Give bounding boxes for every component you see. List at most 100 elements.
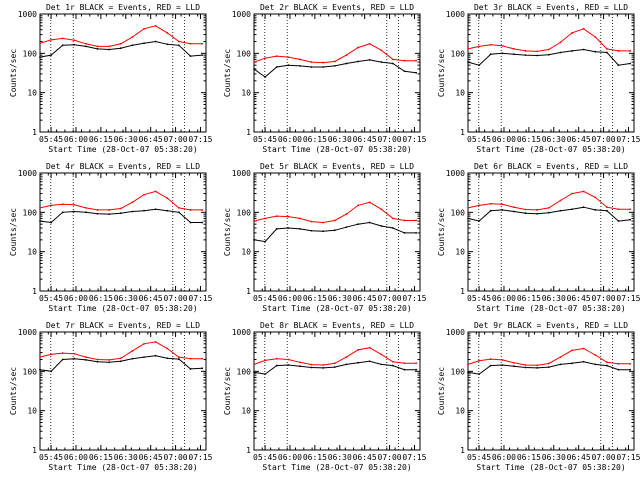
x-tick-label: 06:45 bbox=[139, 135, 163, 144]
events-data-point bbox=[629, 368, 632, 371]
lld-data-point bbox=[617, 50, 620, 52]
events-data-point bbox=[605, 209, 608, 212]
lld-data-point bbox=[275, 55, 278, 58]
events-data-point bbox=[264, 240, 266, 243]
events-data-point bbox=[201, 367, 204, 370]
x-tick-label: 05:45 bbox=[39, 135, 63, 144]
detector-panel-6: Det 6r BLACK = Events, RED = LLD 1 10 100 10… bbox=[437, 162, 640, 313]
lld-data-point bbox=[536, 50, 539, 53]
lld-data-point bbox=[391, 360, 394, 363]
lld-data-point bbox=[559, 41, 562, 44]
lld-series-line bbox=[253, 43, 417, 64]
events-data-point bbox=[357, 60, 359, 63]
lld-series-line bbox=[39, 190, 203, 211]
events-data-point bbox=[287, 364, 290, 366]
lld-data-point bbox=[96, 209, 99, 211]
x-tick-label: 07:00 bbox=[378, 135, 402, 144]
events-data-point bbox=[345, 226, 348, 229]
detector-panel-8: Det 8r BLACK = Events, RED = LLD 1 10 100 10… bbox=[223, 321, 427, 472]
lld-data-point bbox=[85, 356, 87, 359]
events-data-point bbox=[391, 364, 394, 367]
lld-data-point bbox=[287, 56, 290, 59]
events-data-point bbox=[501, 52, 504, 55]
lld-data-point bbox=[299, 58, 301, 61]
x-axis-label: Start Time (28-Oct-07 05:38:20) bbox=[476, 463, 625, 472]
lld-data-point bbox=[322, 61, 325, 64]
events-data-point bbox=[275, 227, 278, 230]
lld-data-point bbox=[368, 42, 371, 45]
y-tick-label: 1 bbox=[460, 128, 465, 137]
events-data-point bbox=[299, 64, 301, 67]
y-tick-label: 100 bbox=[23, 49, 38, 58]
events-data-point bbox=[310, 66, 313, 68]
lld-data-point bbox=[536, 364, 539, 367]
x-tick-label: 05:45 bbox=[467, 294, 491, 303]
lld-data-point bbox=[489, 358, 492, 360]
events-data-point bbox=[501, 364, 504, 366]
events-series-line bbox=[253, 59, 417, 78]
y-tick-label: 1 bbox=[32, 128, 37, 137]
lld-data-point bbox=[253, 220, 255, 222]
events-data-point bbox=[403, 231, 406, 234]
y-tick-label: 100 bbox=[23, 367, 38, 376]
x-tick-label: 06:30 bbox=[542, 453, 566, 462]
lld-data-point bbox=[617, 362, 620, 365]
lld-data-point bbox=[154, 24, 157, 27]
lld-data-point bbox=[61, 352, 64, 355]
lld-data-point bbox=[39, 356, 41, 359]
lld-data-point bbox=[403, 362, 406, 365]
lld-data-point bbox=[582, 27, 585, 30]
x-tick-label: 06:15 bbox=[303, 135, 327, 144]
lld-data-point bbox=[415, 59, 418, 62]
events-data-point bbox=[524, 212, 527, 215]
lld-data-point bbox=[467, 363, 469, 366]
lld-data-point bbox=[391, 58, 394, 61]
x-tick-label: 06:45 bbox=[353, 453, 377, 462]
lld-data-point bbox=[368, 201, 371, 204]
lld-data-point bbox=[559, 356, 562, 359]
lld-data-point bbox=[524, 50, 527, 52]
events-series-line bbox=[467, 206, 631, 222]
y-tick-label: 1 bbox=[460, 446, 465, 455]
lld-data-point bbox=[310, 220, 313, 223]
lld-data-point bbox=[524, 208, 527, 211]
x-tick-label: 05:45 bbox=[467, 453, 491, 462]
events-data-point bbox=[201, 221, 204, 224]
events-data-point bbox=[478, 220, 480, 222]
events-data-point bbox=[143, 356, 145, 359]
x-tick-label: 05:45 bbox=[253, 453, 277, 462]
lld-data-point bbox=[201, 42, 204, 45]
y-axis-label: Counts/sec bbox=[223, 49, 232, 97]
events-data-point bbox=[322, 230, 325, 233]
lld-data-point bbox=[380, 353, 383, 356]
events-series-line bbox=[39, 208, 203, 224]
x-tick-label: 06:15 bbox=[89, 453, 113, 462]
events-data-point bbox=[177, 358, 180, 360]
events-data-point bbox=[345, 363, 348, 366]
x-tick-label: 07:00 bbox=[592, 294, 616, 303]
lld-data-point bbox=[333, 219, 336, 222]
lld-data-point bbox=[467, 47, 469, 50]
panel-title: Det 6r BLACK = Events, RED = LLD bbox=[474, 162, 628, 171]
lld-series-line bbox=[39, 341, 203, 361]
lld-data-point bbox=[594, 36, 597, 38]
lld-data-point bbox=[39, 206, 41, 209]
lld-data-point bbox=[253, 61, 255, 63]
events-data-point bbox=[513, 53, 515, 56]
y-tick-label: 1000 bbox=[18, 10, 37, 19]
x-tick-label: 06:00 bbox=[492, 294, 516, 303]
y-tick-label: 10 bbox=[27, 89, 37, 98]
events-data-point bbox=[96, 360, 99, 363]
events-data-point bbox=[629, 218, 632, 221]
y-tick-label: 100 bbox=[451, 208, 466, 217]
events-data-point bbox=[50, 54, 52, 57]
lld-data-point bbox=[489, 202, 492, 205]
lld-data-point bbox=[501, 203, 504, 206]
events-data-point bbox=[119, 47, 122, 50]
lld-data-point bbox=[478, 359, 480, 362]
events-data-point bbox=[39, 368, 41, 371]
y-axis-label: Counts/sec bbox=[9, 49, 18, 97]
x-tick-label: 07:00 bbox=[378, 453, 402, 462]
lld-data-point bbox=[73, 203, 76, 206]
y-axis-label: Counts/sec bbox=[9, 367, 18, 415]
